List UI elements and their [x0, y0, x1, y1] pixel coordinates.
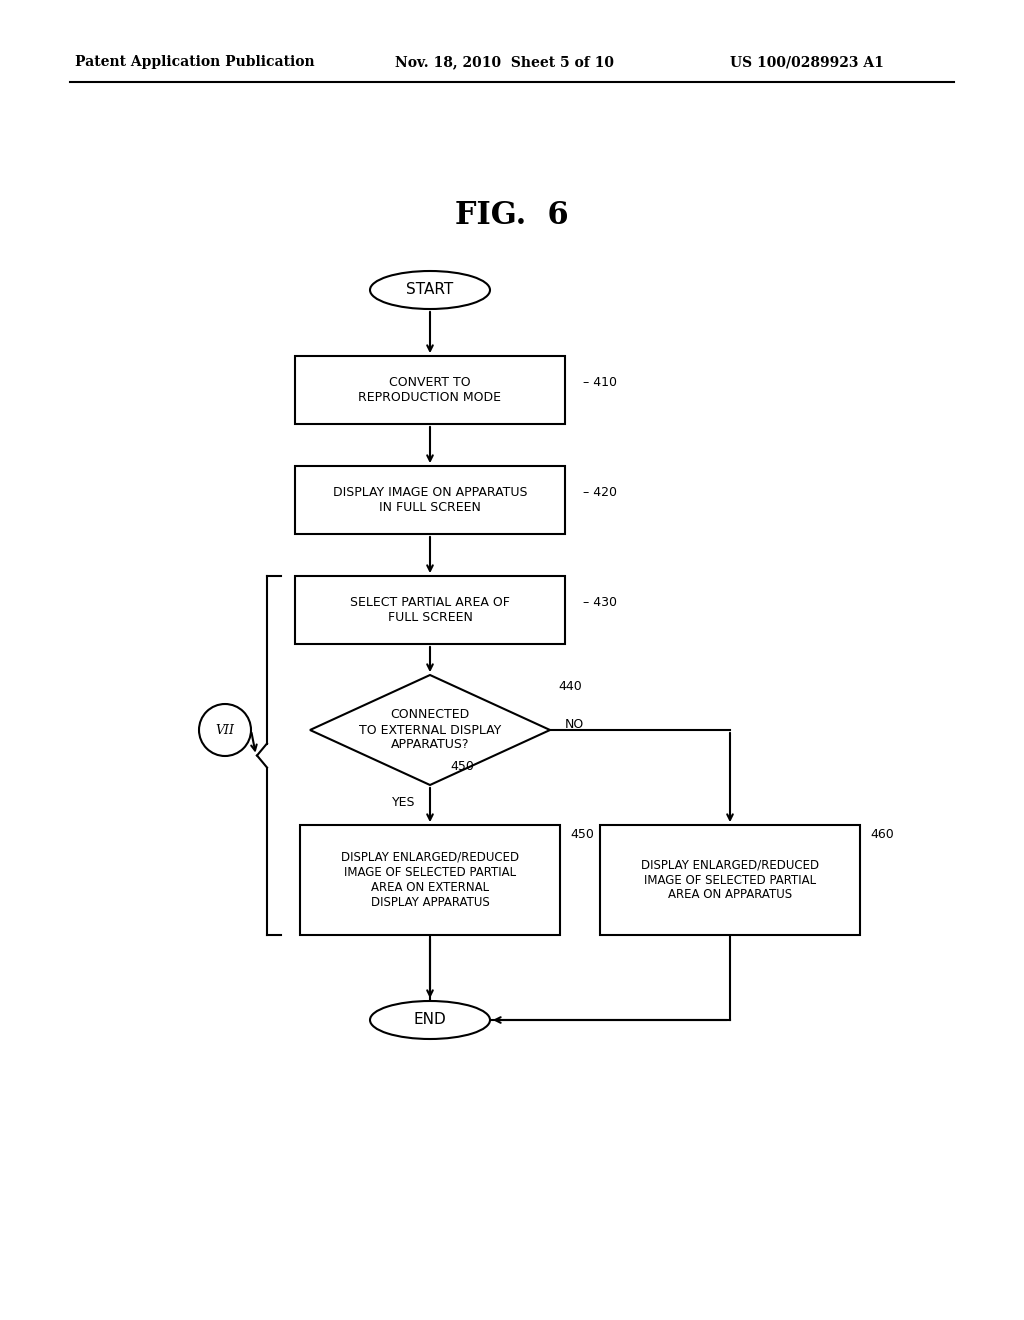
Text: SELECT PARTIAL AREA OF
FULL SCREEN: SELECT PARTIAL AREA OF FULL SCREEN [350, 597, 510, 624]
FancyBboxPatch shape [295, 356, 565, 424]
Text: END: END [414, 1012, 446, 1027]
FancyBboxPatch shape [295, 576, 565, 644]
FancyBboxPatch shape [300, 825, 560, 935]
Text: 450: 450 [570, 829, 594, 842]
Text: Nov. 18, 2010  Sheet 5 of 10: Nov. 18, 2010 Sheet 5 of 10 [395, 55, 614, 69]
Text: 440: 440 [558, 681, 582, 693]
Text: US 100/0289923 A1: US 100/0289923 A1 [730, 55, 884, 69]
Text: NO: NO [565, 718, 585, 731]
Text: DISPLAY ENLARGED/REDUCED
IMAGE OF SELECTED PARTIAL
AREA ON APPARATUS: DISPLAY ENLARGED/REDUCED IMAGE OF SELECT… [641, 858, 819, 902]
Text: – 430: – 430 [583, 595, 617, 609]
FancyBboxPatch shape [295, 466, 565, 535]
Text: Patent Application Publication: Patent Application Publication [75, 55, 314, 69]
Text: START: START [407, 282, 454, 297]
Text: VII: VII [215, 723, 234, 737]
Ellipse shape [370, 1001, 490, 1039]
Text: DISPLAY ENLARGED/REDUCED
IMAGE OF SELECTED PARTIAL
AREA ON EXTERNAL
DISPLAY APPA: DISPLAY ENLARGED/REDUCED IMAGE OF SELECT… [341, 851, 519, 909]
Text: DISPLAY IMAGE ON APPARATUS
IN FULL SCREEN: DISPLAY IMAGE ON APPARATUS IN FULL SCREE… [333, 486, 527, 513]
Text: – 420: – 420 [583, 486, 617, 499]
Text: CONNECTED
TO EXTERNAL DISPLAY
APPARATUS?: CONNECTED TO EXTERNAL DISPLAY APPARATUS? [358, 709, 501, 751]
Text: CONVERT TO
REPRODUCTION MODE: CONVERT TO REPRODUCTION MODE [358, 376, 502, 404]
Text: – 410: – 410 [583, 375, 617, 388]
Text: 450: 450 [450, 760, 474, 774]
Circle shape [199, 704, 251, 756]
Ellipse shape [370, 271, 490, 309]
Polygon shape [310, 675, 550, 785]
Text: FIG.  6: FIG. 6 [456, 199, 568, 231]
FancyBboxPatch shape [600, 825, 860, 935]
Text: YES: YES [391, 796, 415, 809]
Text: 460: 460 [870, 829, 894, 842]
